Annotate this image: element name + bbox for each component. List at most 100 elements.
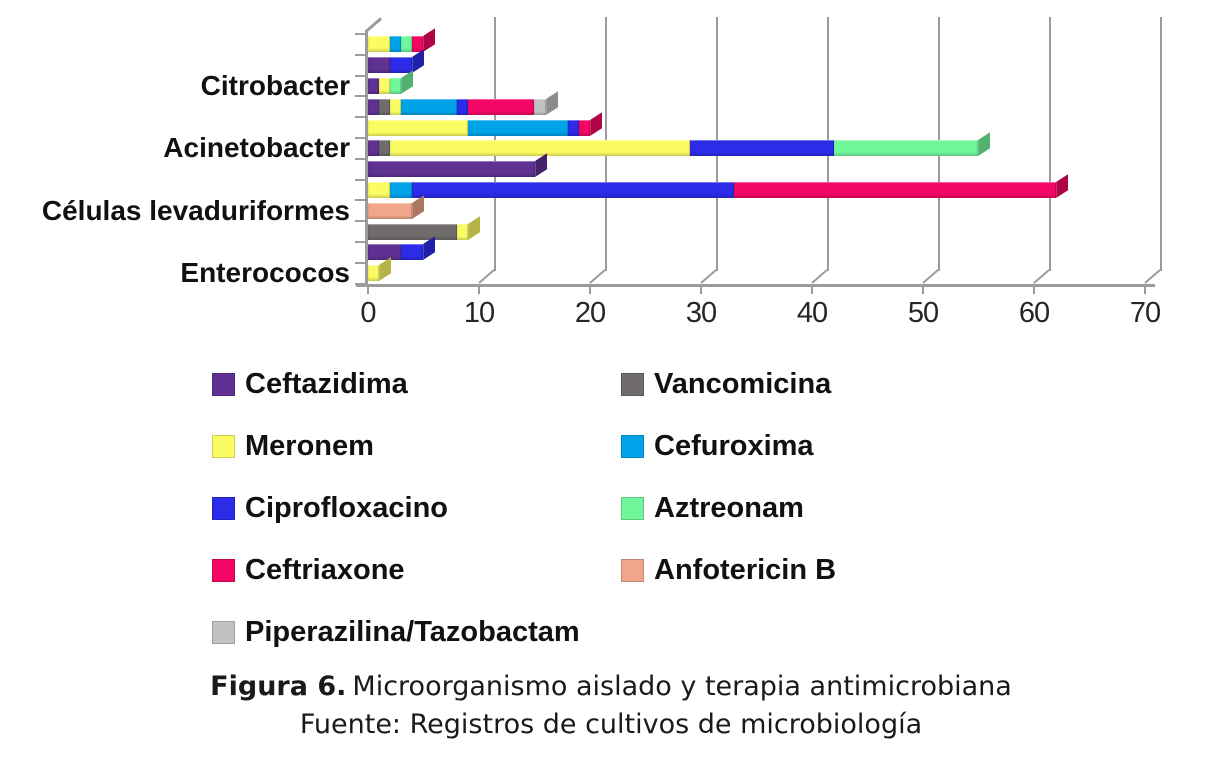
x-axis-label: 10: [463, 296, 495, 329]
legend-swatch-vancomicina: [621, 373, 644, 396]
legend-swatch-piperazilina-tazobactam: [212, 621, 235, 644]
figure-caption: Figura 6. Microorganismo aislado y terapi…: [0, 668, 1222, 744]
y-axis-tick: [355, 199, 365, 202]
legend: Ceftazidima Vancomicina Meronem Cefuroxima C…: [212, 368, 1051, 648]
legend-label: Meronem: [245, 430, 374, 462]
legend-item-meronem: Meronem: [212, 430, 621, 462]
y-axis-tick: [355, 220, 365, 223]
bar-segment-ciprofloxacino: [689, 140, 835, 157]
bar-row: [368, 70, 414, 94]
legend-swatch-ciprofloxacino: [212, 497, 235, 520]
x-axis-tick: [1033, 285, 1035, 294]
legend-label: Ciprofloxacino: [245, 492, 449, 524]
x-axis-label: 70: [1129, 296, 1161, 329]
bar-segment-ceftazidima: [368, 98, 380, 115]
bar-segment-cefuroxima: [390, 182, 413, 198]
bar-row: [368, 49, 425, 74]
x-axis-label: 60: [1018, 296, 1050, 329]
x-axis-tick: [1144, 285, 1146, 294]
bar-segment-meronem: [368, 36, 391, 53]
bar-segment-vancomicina: [368, 223, 457, 240]
bar-end-cap: [401, 70, 414, 94]
gridline: [1160, 17, 1162, 271]
bar-segment-ceftriaxone: [412, 36, 424, 53]
bar-segment-ciprofloxacino: [456, 98, 468, 115]
y-axis-tick: [355, 137, 365, 139]
bar-segment-ceftriaxone: [578, 119, 590, 136]
bar-end-cap: [467, 215, 480, 240]
x-axis-label: 50: [907, 296, 939, 329]
bar-end-cap: [423, 28, 436, 53]
legend-label: Vancomicina: [654, 368, 832, 400]
bar-segment-cefuroxima: [401, 98, 457, 115]
legend-swatch-ceftazidima: [212, 373, 235, 396]
legend-item-piperazilina-tazobactam: Piperazilina/Tazobactam: [212, 616, 621, 648]
bar-segment-ceftazidima: [368, 244, 402, 261]
caption-source: Fuente: Registros de cultivos de microbi…: [299, 709, 923, 740]
caption-title: Microorganismo aislado y terapia antimic…: [352, 671, 1012, 702]
y-axis-tick: [355, 33, 365, 35]
x-axis-tick: [700, 285, 702, 294]
gridline-foot: [811, 268, 828, 284]
bar-segment-meronem: [390, 98, 402, 115]
bar-segment-ceftazidima: [368, 140, 380, 157]
bar-row: [368, 236, 436, 261]
x-axis-tick: [478, 285, 480, 294]
bar-segment-vancomicina: [379, 98, 391, 115]
bar-segment-aztreonam: [834, 140, 979, 157]
gridline-foot: [478, 268, 495, 284]
y-axis-bevel: [365, 17, 383, 33]
bar-segment-ceftriaxone: [734, 182, 1057, 198]
y-axis-tick: [355, 95, 365, 98]
bar-segment-meronem: [390, 140, 690, 157]
legend-label: Aztreonam: [654, 492, 804, 524]
x-axis-line: [356, 283, 1155, 287]
bar-end-cap: [1056, 174, 1069, 198]
bar-row: [368, 91, 558, 115]
y-axis-tick: [355, 261, 365, 264]
bar-segment-ceftazidima: [368, 78, 380, 94]
category-label: Enterococos: [180, 257, 350, 289]
legend-label: Ceftriaxone: [245, 554, 405, 586]
bar-segment-ciprofloxacino: [567, 119, 579, 136]
category-label: Acinetobacter: [163, 132, 350, 164]
gridline-foot: [700, 268, 717, 284]
x-axis-tick: [367, 285, 369, 294]
x-axis-label: 0: [360, 296, 376, 329]
bar-segment-cefuroxima: [467, 119, 568, 136]
bar-segment-ceftazidima: [368, 57, 391, 74]
bar-segment-anfotericin-b: [368, 202, 413, 219]
gridline-foot: [1033, 268, 1050, 284]
bar-end-cap: [545, 91, 558, 115]
bar-end-cap: [589, 111, 602, 136]
legend-label: Cefuroxima: [654, 430, 814, 462]
legend-item-aztreonam: Aztreonam: [621, 492, 1051, 524]
gridline-foot: [922, 268, 939, 284]
bar-segment-meronem: [368, 182, 391, 198]
y-axis-tick: [355, 74, 365, 77]
legend-label: Ceftazidima: [245, 368, 408, 400]
gridline-foot: [1144, 268, 1161, 284]
bar-end-cap: [412, 195, 425, 219]
category-label: Citrobacter: [200, 70, 350, 101]
bar-segment-piperazilina-tazobactam: [534, 98, 546, 115]
bar-segment-meronem: [368, 265, 380, 282]
y-axis-line: [365, 30, 368, 287]
x-axis-label: 40: [796, 296, 828, 329]
y-axis-tick: [355, 178, 365, 181]
bar-segment-meronem: [368, 119, 468, 136]
x-axis-tick: [922, 285, 924, 294]
bar-end-cap: [379, 257, 392, 282]
bar-segment-ciprofloxacino: [412, 182, 735, 198]
legend-label: Piperazilina/Tazobactam: [245, 616, 580, 648]
gridline-foot: [589, 268, 606, 284]
bar-end-cap: [412, 49, 425, 74]
category-label: Células levaduriformes: [41, 194, 350, 226]
legend-item-vancomicina: Vancomicina: [621, 368, 1051, 400]
bar-segment-ceftriaxone: [467, 98, 535, 115]
legend-swatch-anfotericin-b: [621, 559, 644, 582]
y-axis-tick: [355, 241, 365, 243]
legend-item-cefuroxima: Cefuroxima: [621, 430, 1051, 462]
